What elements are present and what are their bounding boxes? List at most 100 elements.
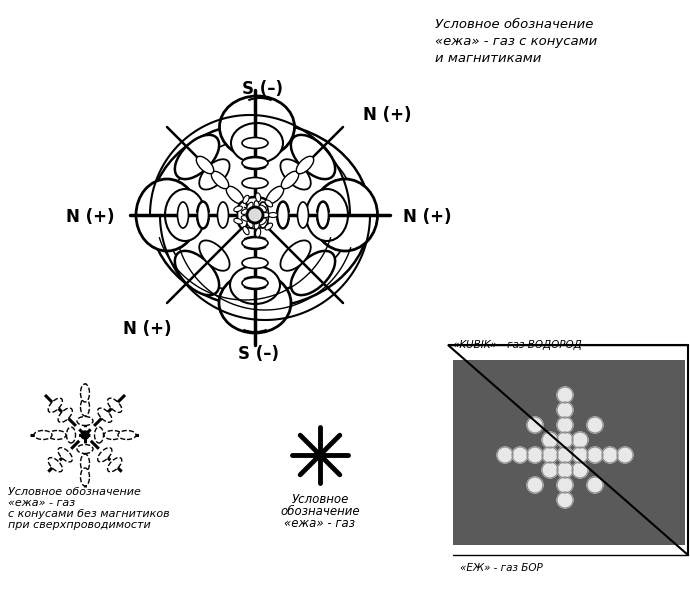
Ellipse shape [150,123,370,307]
Ellipse shape [211,171,228,189]
Ellipse shape [231,123,283,163]
Ellipse shape [177,202,188,228]
Ellipse shape [241,209,250,215]
Ellipse shape [282,171,299,189]
Ellipse shape [254,201,259,210]
Ellipse shape [219,96,295,158]
Ellipse shape [77,416,93,426]
Ellipse shape [297,202,308,228]
Circle shape [557,462,573,478]
Ellipse shape [242,218,268,228]
Ellipse shape [291,251,335,295]
Ellipse shape [255,228,261,237]
Ellipse shape [217,202,228,228]
Ellipse shape [259,218,266,225]
Ellipse shape [81,468,90,486]
Ellipse shape [98,408,112,422]
Text: «ежа» - газ: «ежа» - газ [284,517,355,530]
Ellipse shape [265,223,273,230]
Text: S (–): S (–) [242,80,284,98]
Ellipse shape [242,178,268,188]
Ellipse shape [118,431,136,440]
Text: при сверхпроводимости: при сверхпроводимости [8,520,150,530]
Ellipse shape [196,156,214,173]
Text: с конусами без магнитиков: с конусами без магнитиков [8,509,170,519]
Bar [453,360,685,545]
Ellipse shape [81,384,90,402]
Text: N (+): N (+) [66,208,115,226]
Ellipse shape [81,454,90,472]
Ellipse shape [247,207,263,223]
Ellipse shape [268,212,277,218]
Ellipse shape [66,427,75,443]
Circle shape [587,477,603,493]
Ellipse shape [230,266,280,304]
Circle shape [572,462,588,478]
Text: «KUBIK» - газ ВОДОРОД: «KUBIK» - газ ВОДОРОД [453,340,582,350]
Ellipse shape [234,218,242,224]
Circle shape [557,492,573,508]
Text: «ежа» - газ: «ежа» - газ [8,498,75,508]
Circle shape [527,447,543,463]
Ellipse shape [199,159,230,190]
Ellipse shape [243,227,249,234]
Ellipse shape [166,137,355,293]
Circle shape [542,447,558,463]
Ellipse shape [280,240,311,271]
Text: Условное обозначение: Условное обозначение [8,487,141,497]
Ellipse shape [199,240,230,271]
Ellipse shape [247,202,253,210]
Ellipse shape [291,135,335,179]
Ellipse shape [48,457,62,472]
Circle shape [557,447,573,463]
Circle shape [587,447,603,463]
Ellipse shape [242,157,268,169]
Ellipse shape [241,216,250,221]
Circle shape [497,447,513,463]
Ellipse shape [165,189,205,241]
Circle shape [81,431,89,439]
Text: обозначение: обозначение [280,505,359,518]
Ellipse shape [280,159,311,190]
Ellipse shape [58,408,72,422]
Text: Условное обозначение
«ежа» - газ с конусами
и магнитиками: Условное обозначение «ежа» - газ с конус… [435,18,598,65]
Ellipse shape [261,212,270,218]
Ellipse shape [81,398,90,416]
Ellipse shape [243,196,249,203]
Text: Условное: Условное [291,493,348,506]
Circle shape [572,447,588,463]
Ellipse shape [242,138,268,148]
Text: N (+): N (+) [363,106,411,124]
Circle shape [602,447,618,463]
Circle shape [587,417,603,433]
Circle shape [557,477,573,493]
Ellipse shape [277,202,288,228]
Circle shape [512,447,528,463]
Ellipse shape [257,202,268,228]
Circle shape [542,432,558,448]
Circle shape [557,417,573,433]
Ellipse shape [197,202,208,228]
Ellipse shape [98,448,112,462]
Ellipse shape [259,205,266,212]
Ellipse shape [254,221,259,229]
Ellipse shape [247,219,253,228]
Circle shape [527,417,543,433]
Text: N (+): N (+) [403,208,451,226]
Circle shape [557,432,573,448]
Text: S (–): S (–) [237,345,279,363]
Ellipse shape [265,200,273,207]
Ellipse shape [242,258,268,269]
Ellipse shape [266,187,284,204]
Ellipse shape [77,444,93,453]
Ellipse shape [242,237,268,249]
Ellipse shape [48,398,62,413]
Ellipse shape [175,135,219,179]
Circle shape [527,477,543,493]
Circle shape [572,432,588,448]
Circle shape [542,462,558,478]
Ellipse shape [306,189,348,241]
Ellipse shape [237,202,248,228]
Ellipse shape [34,431,52,440]
Circle shape [617,447,633,463]
